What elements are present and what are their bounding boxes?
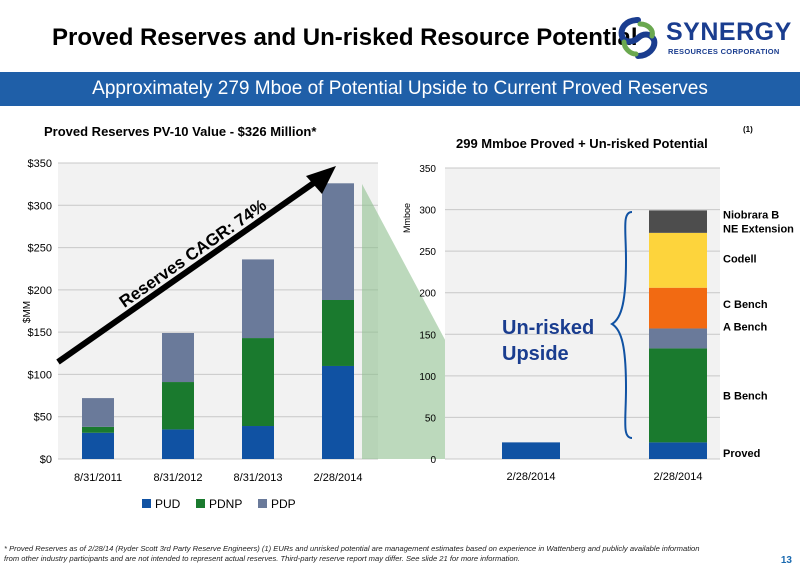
left-bar-segment-pud [242, 426, 274, 459]
right-ytick-label: 0 [430, 455, 436, 466]
legend-swatch-pdnp [196, 499, 205, 508]
page-title: Proved Reserves and Un-risked Resource P… [52, 24, 638, 51]
segment-label: Proved [723, 448, 760, 460]
right-chart-segment-labels: Proved B Bench A Bench C Bench Codell Niobrar… [723, 209, 794, 460]
right-bar-segment-proved [649, 442, 707, 459]
left-ytick-label: $50 [34, 412, 52, 424]
left-bar-segment-pdp [242, 259, 274, 339]
right-chart-title: 299 Mmboe Proved + Un-risked Potential [456, 136, 708, 151]
right-chart-xticks: 2/28/2014 2/28/2014 [507, 471, 703, 483]
cagr-arrow [56, 177, 320, 365]
right-bar-segment-c-bench [649, 287, 707, 329]
left-chart-ylabel: $MM [22, 301, 33, 323]
right-bar-segment-a-bench [649, 328, 707, 349]
left-xtick-label: 8/31/2013 [234, 472, 283, 484]
footnote: * Proved Reserves as of 2/28/14 (Ryder S… [4, 544, 784, 564]
left-xtick-label: 2/28/2014 [314, 472, 363, 484]
right-ytick-label: 300 [419, 206, 436, 217]
left-ytick-label: $0 [40, 454, 52, 466]
page-number: 13 [780, 555, 792, 566]
right-chart-bars [502, 210, 707, 459]
right-ytick-label: 250 [419, 247, 436, 258]
left-chart-xticks: 8/31/2011 8/31/2012 8/31/2013 2/28/2014 [74, 472, 363, 484]
right-bar-segment-codell [649, 232, 707, 288]
legend-label-pud: PUD [155, 497, 181, 511]
right-xtick-label: 2/28/2014 [507, 471, 556, 483]
footnote-ref: (1) [743, 125, 753, 134]
segment-label: C Bench [723, 299, 768, 311]
left-bar-segment-pdnp [82, 426, 114, 433]
right-ytick-label: 350 [419, 164, 436, 175]
left-ytick-label: $350 [28, 158, 52, 170]
left-chart-yticks: $0 $50 $100 $150 $200 $250 $300 $350 [28, 158, 52, 466]
left-bar-segment-pdp [322, 183, 354, 301]
logo-subtitle: RESOURCES CORPORATION [668, 47, 780, 56]
left-ytick-label: $150 [28, 327, 52, 339]
unrisked-label-1: Un-risked [502, 317, 594, 339]
segment-label: A Bench [723, 321, 767, 333]
segment-label: Niobrara B [723, 209, 779, 221]
left-ytick-label: $250 [28, 243, 52, 255]
brace-icon [610, 211, 633, 439]
left-bar-segment-pud [322, 365, 354, 459]
left-bar-segment-pud [162, 429, 194, 459]
footnote-line-2: from other industry participants and are… [4, 554, 520, 563]
legend-swatch-pdp [258, 499, 267, 508]
right-ytick-label: 50 [425, 413, 437, 424]
right-ytick-label: 100 [419, 372, 436, 383]
left-xtick-label: 8/31/2011 [74, 472, 122, 484]
left-bar-segment-pdnp [162, 382, 194, 430]
cagr-arrowhead-icon [306, 166, 336, 194]
left-chart-title: Proved Reserves PV-10 Value - $326 Milli… [44, 124, 317, 139]
right-bar-segment-proved [502, 442, 560, 459]
left-xtick-label: 8/31/2012 [154, 472, 203, 484]
segment-label: Codell [723, 253, 757, 265]
left-bar-segment-pdnp [242, 338, 274, 427]
right-chart-ylabel: Mmboe [402, 203, 412, 233]
left-bar-segment-pdp [82, 398, 114, 427]
legend-label-pdnp: PDNP [209, 497, 242, 511]
left-ytick-label: $200 [28, 285, 52, 297]
company-logo: SYNERGY RESOURCES CORPORATION [614, 14, 794, 64]
right-bar-segment-b-bench [649, 348, 707, 443]
left-ytick-label: $300 [28, 200, 52, 212]
left-bar-segment-pdp [162, 332, 194, 383]
legend-label-pdp: PDP [271, 497, 296, 511]
left-chart-bars [82, 183, 354, 459]
unrisked-label-2: Upside [502, 343, 569, 365]
segment-label: B Bench [723, 390, 768, 402]
right-bar-segment-niobrara-b-ne-extension [649, 210, 707, 233]
right-ytick-label: 150 [419, 330, 436, 341]
legend-swatch-pud [142, 499, 151, 508]
right-xtick-label: 2/28/2014 [654, 471, 703, 483]
swirl-logo-icon [618, 17, 658, 59]
footnote-line-1: * Proved Reserves as of 2/28/14 (Ryder S… [4, 544, 700, 553]
left-ytick-label: $100 [28, 369, 52, 381]
left-bar-segment-pud [82, 432, 114, 459]
segment-label: NE Extension [723, 223, 794, 235]
left-bar-segment-pdnp [322, 300, 354, 366]
banner: Approximately 279 Mboe of Potential Upsi… [0, 72, 800, 106]
logo-name: SYNERGY [666, 18, 792, 46]
right-chart-yticks: 0 50 100 150 200 250 300 350 [419, 164, 436, 466]
right-ytick-label: 200 [419, 289, 436, 300]
left-chart-legend: PUD PDNP PDP [142, 497, 296, 511]
